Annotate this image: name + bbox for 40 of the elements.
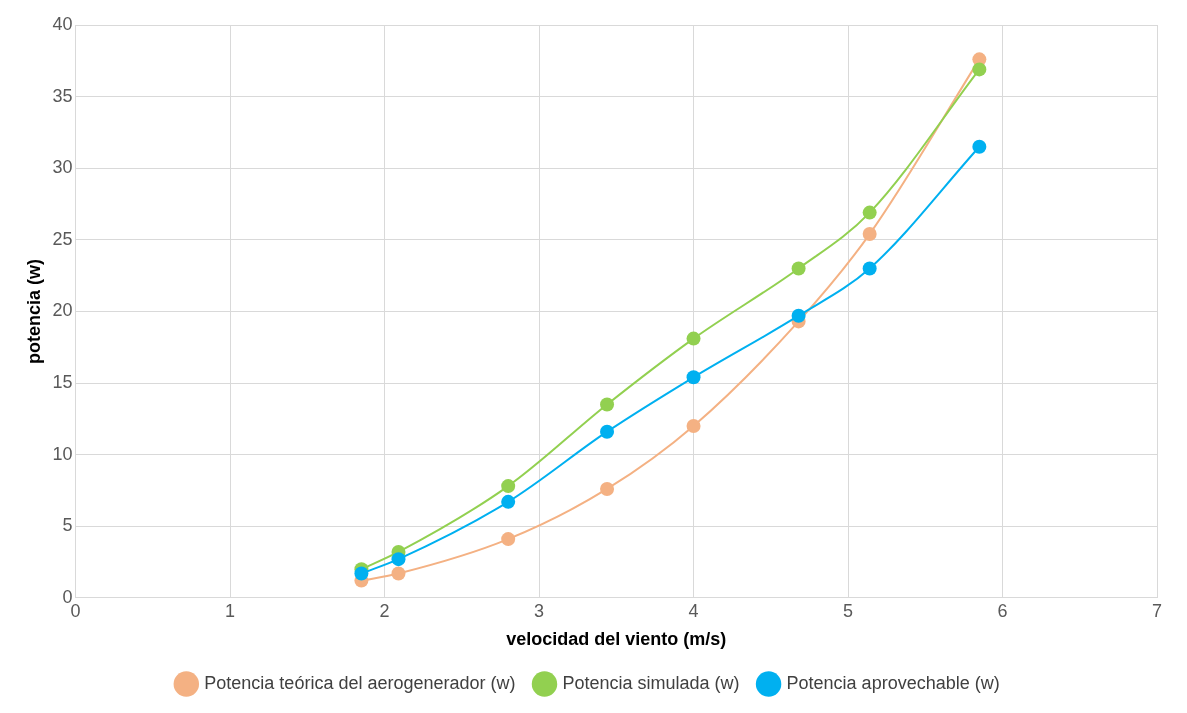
point [972, 62, 987, 77]
point [354, 566, 369, 581]
point [686, 370, 701, 385]
point [791, 261, 806, 276]
y-tick-label: 35 [52, 85, 73, 106]
point [501, 532, 516, 547]
legend-label: Potencia simulada (w) [562, 672, 740, 693]
x-tick-label: 4 [688, 600, 699, 621]
point [600, 481, 615, 496]
y-tick-label: 15 [52, 371, 73, 392]
x-tick-label: 1 [225, 600, 236, 621]
y-axis-title: potencia (w) [23, 258, 44, 364]
point [862, 227, 877, 242]
legend-label: Potencia aprovechable (w) [786, 672, 1000, 693]
y-tick-label: 40 [52, 13, 73, 34]
point [686, 331, 701, 346]
point [501, 479, 516, 494]
y-tick-label: 10 [52, 443, 73, 464]
point [686, 418, 701, 433]
y-tick-label: 25 [52, 228, 73, 249]
point [600, 424, 615, 439]
point [972, 139, 987, 154]
y-tick-label: 20 [52, 300, 73, 321]
legend-label: Potencia teórica del aerogenerador (w) [204, 672, 516, 693]
point [791, 308, 806, 323]
x-tick-label: 6 [997, 600, 1008, 621]
x-tick-label: 7 [1151, 600, 1163, 621]
x-axis-title: velocidad del viento (m/s) [506, 629, 727, 650]
y-tick-label: 30 [52, 157, 73, 178]
point [862, 261, 877, 276]
x-tick-label: 2 [379, 600, 390, 621]
x-tick-label: 3 [534, 600, 545, 621]
x-tick-label: 5 [843, 600, 854, 621]
point [862, 205, 877, 220]
y-tick-label: 0 [62, 586, 73, 607]
point [501, 494, 516, 509]
y-tick-label: 5 [62, 515, 73, 536]
point [600, 397, 615, 412]
point [391, 552, 406, 567]
point [391, 566, 406, 581]
